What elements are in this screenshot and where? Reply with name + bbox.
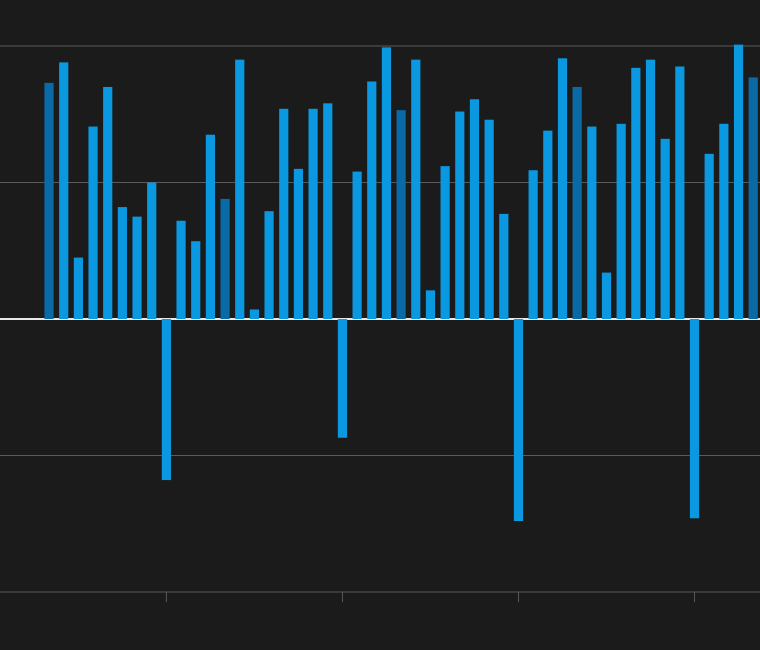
bar xyxy=(425,290,436,319)
bar xyxy=(484,119,494,320)
bar xyxy=(132,216,142,319)
bar xyxy=(323,103,333,319)
bar xyxy=(499,213,509,319)
bar xyxy=(455,111,465,320)
bar xyxy=(176,220,186,319)
bar xyxy=(235,59,245,320)
bar xyxy=(411,59,421,320)
bar xyxy=(675,66,685,319)
bar xyxy=(205,134,216,319)
bar xyxy=(44,82,54,319)
bar xyxy=(88,126,98,319)
bar xyxy=(660,138,670,319)
bar xyxy=(719,123,729,320)
bar xyxy=(264,211,274,319)
bar xyxy=(367,81,377,320)
bar xyxy=(147,182,157,319)
bar xyxy=(572,86,582,319)
bar xyxy=(220,198,230,319)
bar xyxy=(689,319,700,519)
bar xyxy=(631,67,641,319)
bar xyxy=(528,170,538,319)
bar xyxy=(191,241,201,319)
bar xyxy=(279,108,289,319)
bar xyxy=(59,62,69,319)
bar xyxy=(308,108,318,319)
bar xyxy=(616,123,626,320)
bar xyxy=(73,257,83,319)
bar xyxy=(587,126,597,319)
bar xyxy=(733,44,744,319)
bar xyxy=(337,319,348,438)
bar xyxy=(117,207,127,319)
bar xyxy=(704,153,714,319)
bar xyxy=(381,47,392,320)
bar xyxy=(396,110,406,319)
bar xyxy=(748,77,758,320)
bar xyxy=(440,166,450,319)
bar xyxy=(249,309,260,319)
bar xyxy=(352,171,362,319)
bar xyxy=(469,99,480,319)
bar xyxy=(543,130,553,319)
bar xyxy=(161,319,171,481)
bar xyxy=(557,58,568,319)
bar xyxy=(601,272,612,319)
bar xyxy=(103,86,113,319)
bar xyxy=(513,319,524,522)
bar xyxy=(293,168,304,319)
bar xyxy=(645,59,656,320)
